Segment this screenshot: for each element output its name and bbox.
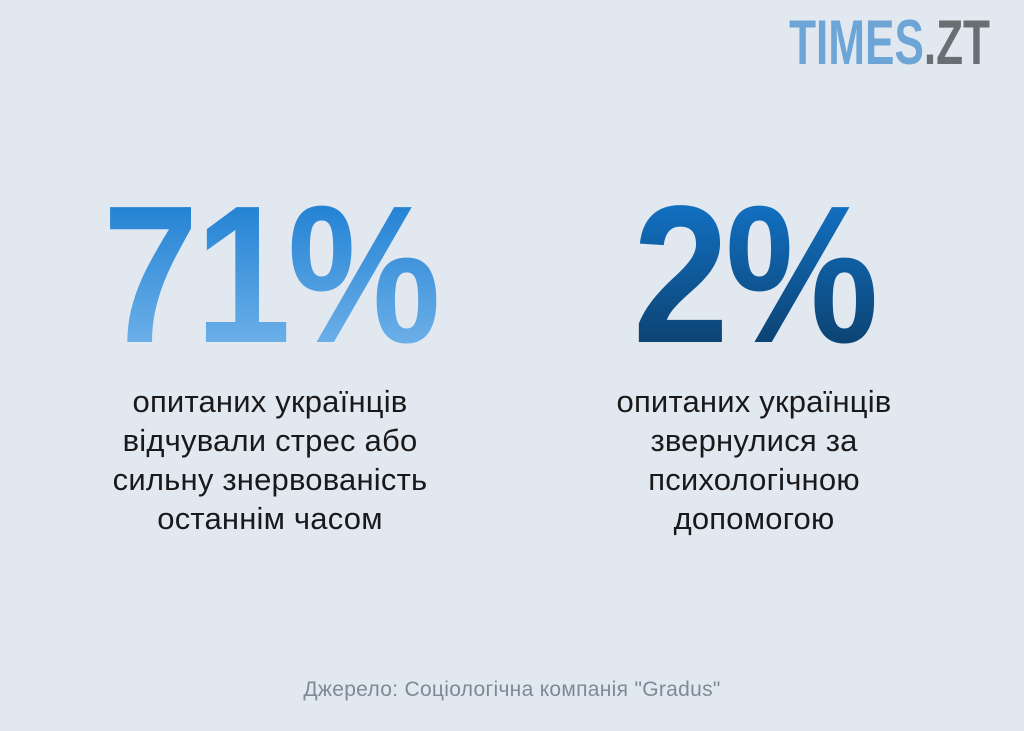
- stat-value-71-percent: 71%: [68, 177, 473, 373]
- desc-line: опитаних українців: [132, 384, 408, 419]
- stat-value-2-percent: 2%: [582, 177, 927, 373]
- desc-line: останнім часом: [157, 501, 383, 536]
- desc-line: відчували стрес або: [122, 423, 418, 458]
- logo-zt-text: .ZT: [923, 8, 990, 78]
- desc-line: звернулися за: [650, 423, 858, 458]
- desc-line: сильну знервованість: [112, 462, 428, 497]
- logo-times-text: TIMES: [789, 8, 924, 78]
- stat-block-psych-help: 2% опитаних українців звернулися за псих…: [558, 177, 950, 538]
- desc-line: опитаних українців: [616, 384, 892, 419]
- desc-line: психологічною: [648, 462, 860, 497]
- stat-block-stress: 71% опитаних українців відчували стрес а…: [40, 177, 500, 538]
- stat-description-stress: опитаних українців відчували стрес або с…: [40, 382, 500, 538]
- source-attribution: Джерело: Соціологічна компанія "Gradus": [303, 678, 721, 701]
- brand-logo: TIMES.ZT: [789, 12, 990, 75]
- stat-description-psych-help: опитаних українців звернулися за психоло…: [558, 382, 950, 538]
- desc-line: допомогою: [673, 501, 835, 536]
